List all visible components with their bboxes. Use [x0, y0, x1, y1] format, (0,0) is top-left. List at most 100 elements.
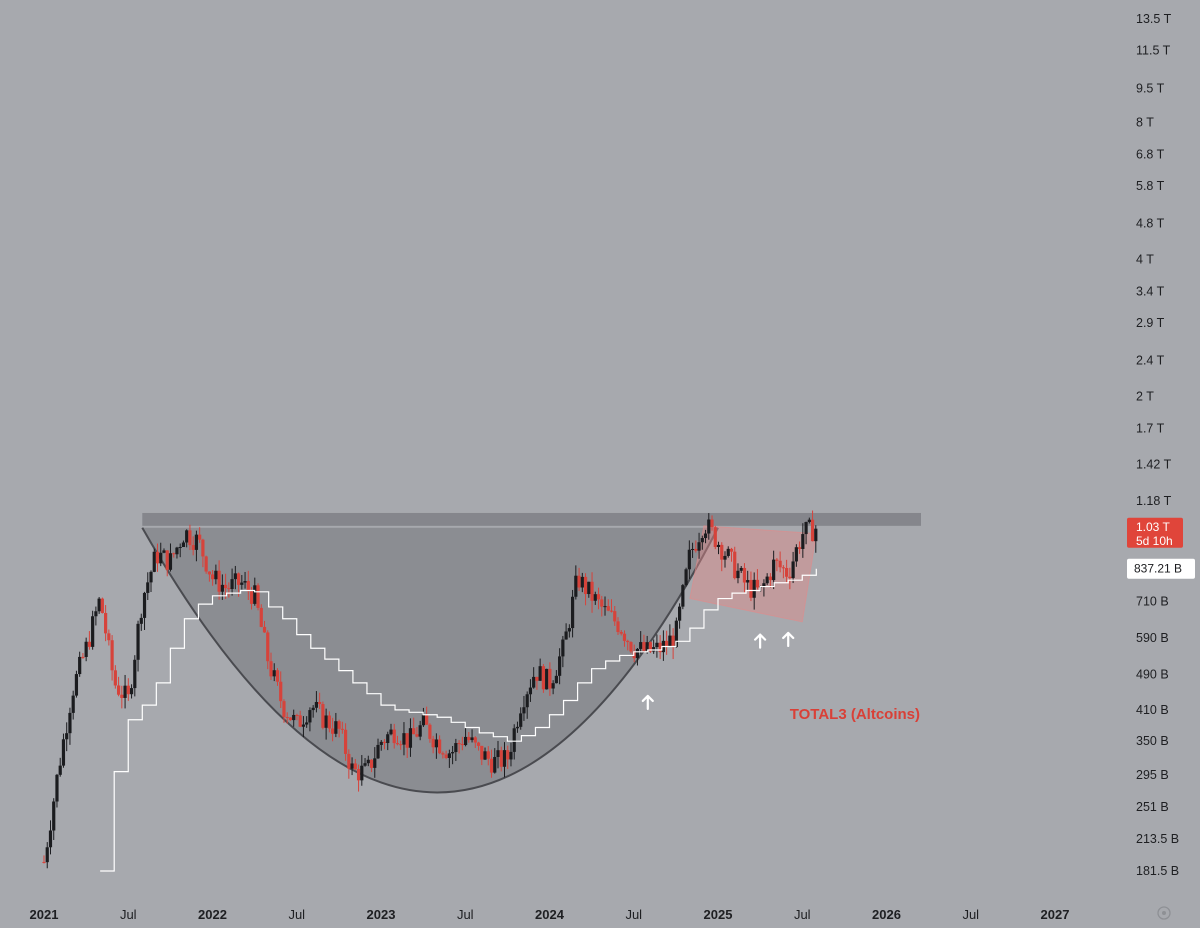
candle: [405, 733, 409, 758]
candle-body: [87, 641, 92, 647]
candle: [233, 565, 237, 590]
candle: [227, 582, 231, 598]
candle-body: [519, 713, 523, 727]
current-price-label: 1.03 T: [1136, 520, 1170, 534]
candle: [804, 521, 808, 545]
candle-body: [561, 639, 565, 657]
candle-body: [236, 573, 241, 585]
candle: [515, 721, 520, 733]
candle: [528, 679, 533, 702]
candle-body: [347, 753, 351, 769]
candle-body: [104, 612, 108, 634]
candle-body: [249, 591, 254, 604]
candle: [188, 524, 192, 551]
candle: [61, 733, 66, 768]
candle-body: [204, 556, 208, 572]
candle: [324, 708, 328, 740]
candle-body: [739, 567, 743, 571]
y-tick-label: 1.7 T: [1136, 422, 1165, 436]
candle: [489, 749, 494, 778]
candle-body: [269, 661, 273, 677]
candle: [742, 563, 747, 593]
resistance-zone: [142, 512, 921, 526]
candle-body: [480, 745, 484, 760]
candle: [548, 662, 552, 696]
candle: [587, 581, 591, 598]
candle-body: [522, 707, 526, 714]
candle-body: [282, 701, 286, 717]
candle: [635, 648, 640, 666]
candle-body: [733, 551, 737, 579]
candle: [363, 758, 367, 767]
candle: [470, 729, 474, 743]
candle-body: [78, 656, 82, 675]
candle: [785, 559, 789, 584]
y-tick-label: 590 B: [1136, 631, 1169, 645]
candle: [606, 599, 610, 612]
candle: [661, 630, 665, 661]
candle: [389, 723, 393, 736]
candlesticks: [42, 510, 818, 869]
candle: [665, 630, 669, 655]
candle-body: [785, 568, 789, 577]
candle: [146, 572, 150, 601]
candle-body: [535, 676, 539, 681]
candle: [791, 551, 795, 584]
candle-body: [298, 715, 302, 727]
candle: [421, 707, 426, 727]
candle: [110, 635, 114, 681]
candle: [577, 567, 581, 592]
candle: [723, 551, 727, 568]
y-tick-label: 13.5 T: [1136, 12, 1172, 26]
candle: [84, 637, 88, 662]
candle: [616, 617, 620, 635]
candle-body: [532, 676, 536, 688]
candle: [337, 719, 341, 738]
candle-body: [658, 642, 662, 653]
candle: [116, 676, 121, 697]
candle: [129, 684, 134, 699]
candle-body: [525, 694, 529, 708]
candle-body: [558, 656, 562, 676]
candle: [386, 731, 390, 751]
candle: [473, 736, 477, 749]
settings-icon[interactable]: [1157, 906, 1171, 920]
candle: [729, 547, 734, 562]
candle-body: [369, 759, 374, 768]
candle-body: [363, 763, 367, 766]
candle-body: [512, 728, 516, 752]
candle: [567, 624, 571, 638]
candle-body: [570, 596, 575, 629]
candle: [136, 620, 140, 672]
candle: [697, 532, 701, 559]
candle-body: [256, 585, 260, 608]
y-tick-label: 2.9 T: [1136, 316, 1165, 330]
candle-body: [285, 716, 289, 718]
candle: [48, 820, 53, 855]
candle-body: [629, 642, 633, 652]
candle: [463, 726, 468, 747]
candle-body: [772, 559, 776, 581]
candle: [172, 552, 176, 558]
x-tick-label: 2023: [367, 907, 396, 922]
up-arrow-icon: [754, 633, 767, 649]
candle: [412, 717, 416, 735]
candle-body: [545, 668, 549, 690]
ma-price-label: 837.21 B: [1134, 562, 1182, 576]
candle-body: [580, 576, 584, 588]
candle-body: [441, 753, 445, 755]
candle-body: [240, 582, 244, 585]
candle-body: [185, 530, 189, 543]
y-axis: 13.5 T 11.5 T 9.5 T 8 T 6.8 T 5.8 T 4.8 T 4 T 3.…: [1136, 12, 1179, 878]
candle: [457, 740, 461, 754]
up-arrow-icon: [641, 694, 654, 711]
candle-body: [554, 675, 558, 684]
candle: [690, 542, 695, 558]
candle-body: [152, 551, 156, 572]
candle: [94, 606, 98, 626]
candle: [694, 540, 698, 553]
candle: [775, 558, 779, 572]
current-price-tag: [1127, 517, 1183, 548]
candle-body: [564, 631, 568, 640]
